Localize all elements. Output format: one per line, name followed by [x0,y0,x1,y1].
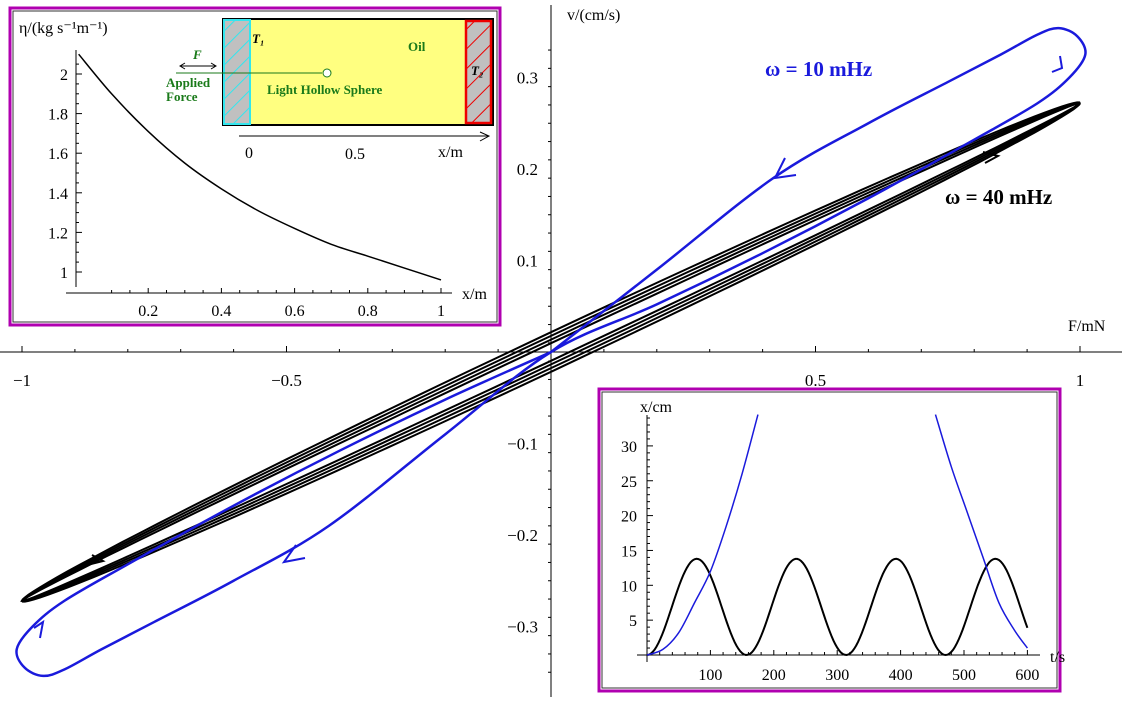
x-axis-label: t/s [1050,649,1065,666]
series-10mhz-line [15,26,1087,678]
y-tick-label: 1.4 [48,186,68,203]
cold-wall [223,19,251,125]
y-tick-label: 10 [621,578,637,595]
viscosity-curve [78,53,442,281]
x-axis-label: F/mN [1068,318,1106,335]
force-symbol: F [192,47,202,62]
y-tick-label: −0.1 [507,435,538,454]
series-40mhz-position [646,557,1029,657]
x-tick-label: 100 [698,667,722,684]
y-axis-label: x/cm [640,399,673,416]
series-40mhz-loop [20,101,1081,603]
arrow-icon [773,157,797,180]
y-tick-label: 30 [621,439,637,456]
diagram-tick: 0 [245,145,253,162]
arrow-icon [86,554,106,566]
y-tick-label: 0.3 [517,69,538,88]
y-tick-label: 20 [621,509,637,526]
y-tick-label: 0.1 [517,252,538,271]
arrow-icon [1051,55,1064,73]
t2-label: T₂ [471,63,483,78]
x-tick-label: 200 [762,667,786,684]
x-tick-label: 0.8 [358,303,378,320]
diagram-tick: 0.5 [345,146,365,163]
apparatus-diagram: T₁ T₂ Oil F Applied Force Light Hollow S… [166,18,494,163]
y-tick-label: −0.3 [507,618,538,637]
legend-10mhz: ω = 10 mHz [765,57,872,81]
x-tick-label: 0.5 [805,371,826,390]
y-tick-label: 1.8 [48,107,68,124]
y-tick-label: 1 [60,265,68,282]
position-inset: 100 200 300 400 500 600 5 10 15 20 25 30 t/s x/cm [597,387,1065,693]
x-tick-label: 0.4 [211,303,231,320]
y-tick-label: −0.2 [507,526,538,545]
oil-container [222,18,494,126]
y-axis-label: η/(kg s⁻¹m⁻¹) [19,20,108,37]
x-tick-label: 0.2 [138,303,158,320]
inset-frame [597,387,1062,693]
y-tick-label: 1.6 [48,146,68,163]
arrow-icon [33,619,45,639]
viscosity-inset: 0.2 0.4 0.6 0.8 1 1 1.2 1.4 1.6 1.8 2 x/m η/(kg s⁻¹m… [8,6,502,327]
y-tick-label: 2 [60,67,68,84]
main-plot: −1 −0.5 0.5 1 0.3 0.2 0.1 −0.1 −0.2 −0.3 F/mN v/(cm… [0,5,1122,697]
series-10mhz-position [646,414,759,656]
series-10mhz-position [934,414,1029,649]
x-axis-label: x/m [462,286,487,303]
oil-label: Oil [408,39,426,54]
x-tick-label: 300 [825,667,849,684]
force-label: Force [166,89,198,104]
applied-label: Applied [166,75,211,90]
diagram-axis-label: x/m [438,144,463,161]
sphere [322,68,332,78]
x-tick-label: −0.5 [271,371,302,390]
x-tick-label: −1 [13,371,31,390]
y-tick-label: 5 [629,613,637,630]
x-tick-label: 600 [1015,667,1039,684]
arrow-icon [982,151,1001,164]
y-axis-label: v/(cm/s) [567,7,620,24]
y-tick-label: 0.2 [517,160,538,179]
x-tick-label: 500 [952,667,976,684]
hot-wall [464,19,493,125]
arrow-icon [281,544,306,564]
y-tick-label: 15 [621,543,637,560]
y-tick-label: 1.2 [48,225,68,242]
sphere-label: Light Hollow Sphere [267,82,383,97]
x-tick-label: 1 [437,303,445,320]
x-tick-label: 1 [1076,371,1085,390]
x-tick-label: 400 [889,667,913,684]
y-tick-label: 25 [621,474,637,491]
t1-label: T₁ [252,31,264,46]
x-tick-label: 0.6 [285,303,305,320]
inset-inner-frame [12,10,498,323]
legend-40mhz: ω = 40 mHz [945,185,1052,209]
